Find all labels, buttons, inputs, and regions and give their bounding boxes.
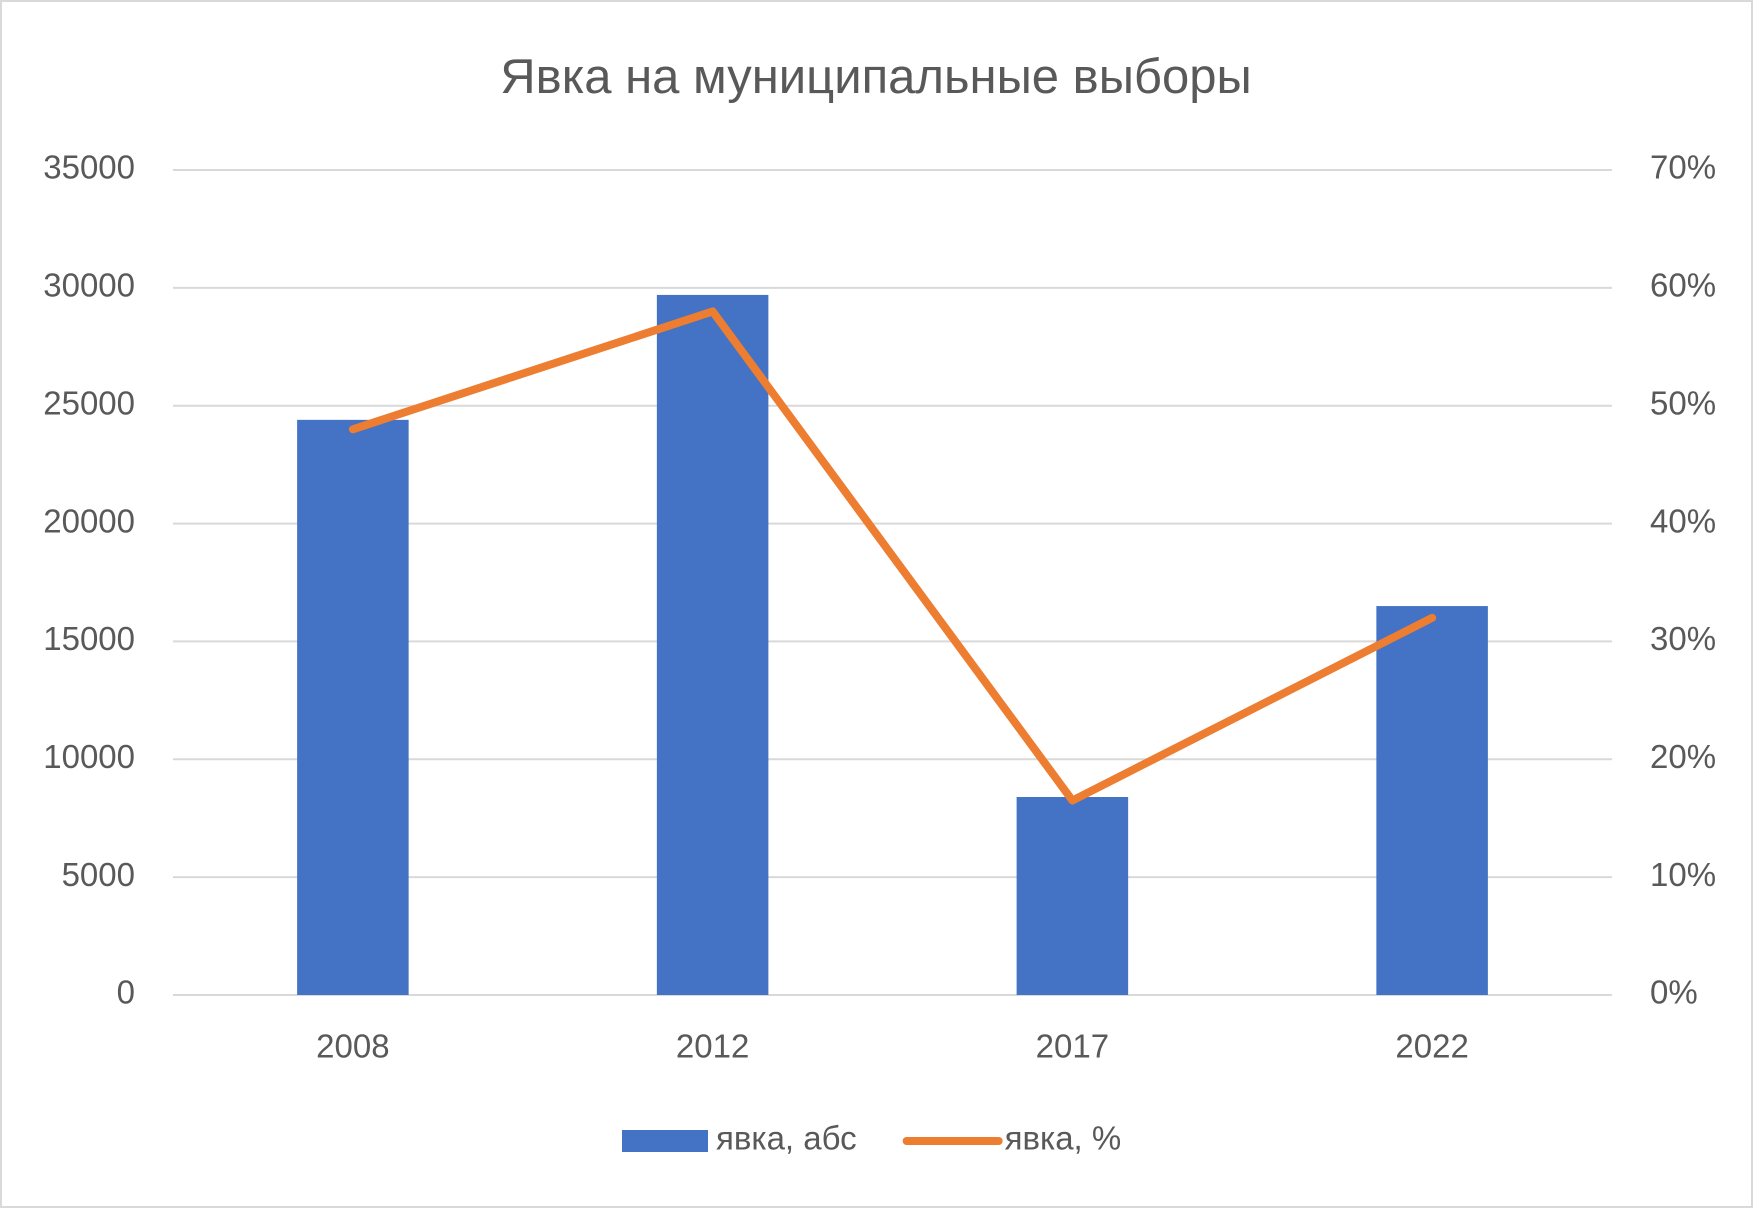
- y2-tick-label: 0%: [1650, 974, 1698, 1011]
- y-tick-label: 10000: [43, 738, 135, 775]
- y2-tick-label: 40%: [1650, 502, 1716, 539]
- bar: [1016, 797, 1129, 995]
- y2-tick-label: 50%: [1650, 384, 1716, 421]
- x-tick-label: 2012: [676, 1028, 749, 1065]
- bar: [656, 294, 769, 995]
- bar: [1376, 606, 1488, 995]
- y2-tick-label: 60%: [1650, 267, 1716, 304]
- y-tick-label: 0: [117, 974, 135, 1011]
- y2-tick-label: 70%: [1650, 149, 1716, 186]
- y2-tick-label: 10%: [1650, 856, 1716, 893]
- y-tick-label: 15000: [43, 620, 135, 657]
- x-tick-label: 2008: [316, 1028, 389, 1065]
- legend-label: явка, абс: [716, 1120, 857, 1157]
- y-tick-label: 30000: [43, 267, 135, 304]
- y-tick-label: 20000: [43, 502, 135, 539]
- y-tick-label: 5000: [62, 856, 135, 893]
- line: [348, 307, 1437, 805]
- x-tick-label: 2017: [1036, 1028, 1109, 1065]
- y2-tick-label: 20%: [1650, 738, 1716, 775]
- legend-label: явка, %: [1005, 1120, 1122, 1157]
- bar: [297, 419, 409, 995]
- legend-swatch: [622, 1130, 708, 1152]
- x-tick-label: 2022: [1395, 1028, 1468, 1065]
- chart-title: Явка на муниципальные выборы: [500, 50, 1251, 104]
- y-tick-label: 25000: [43, 384, 135, 421]
- y-tick-label: 35000: [43, 149, 135, 186]
- y2-tick-label: 30%: [1650, 620, 1716, 657]
